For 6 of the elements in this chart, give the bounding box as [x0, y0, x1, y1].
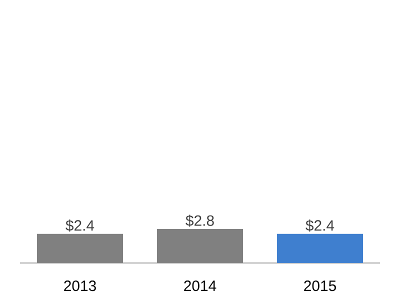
x-tick-label: 2015	[304, 280, 336, 292]
data-label: $2.8	[186, 214, 214, 227]
x-tick-label: 2014	[184, 280, 216, 292]
data-label: $2.4	[306, 220, 334, 232]
x-tick-label: 2013	[64, 280, 96, 292]
data-label: $2.4	[66, 220, 94, 232]
